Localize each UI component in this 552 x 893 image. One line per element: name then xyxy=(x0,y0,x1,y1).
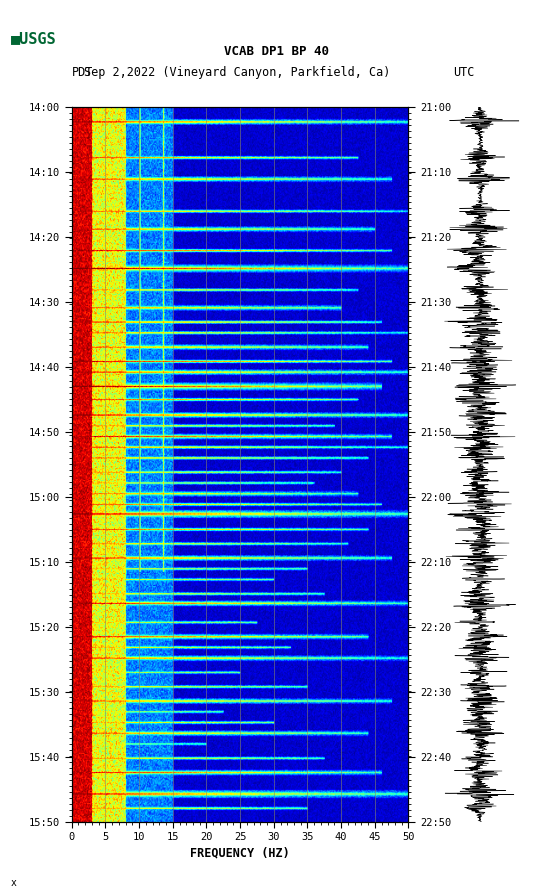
Text: ■USGS: ■USGS xyxy=(11,31,57,46)
X-axis label: FREQUENCY (HZ): FREQUENCY (HZ) xyxy=(190,847,290,859)
Text: UTC: UTC xyxy=(453,65,474,79)
Text: VCAB DP1 BP 40: VCAB DP1 BP 40 xyxy=(224,45,328,58)
Text: PDT: PDT xyxy=(72,65,93,79)
Text: x: x xyxy=(11,878,17,888)
Text: Sep 2,2022 (Vineyard Canyon, Parkfield, Ca): Sep 2,2022 (Vineyard Canyon, Parkfield, … xyxy=(84,65,391,79)
